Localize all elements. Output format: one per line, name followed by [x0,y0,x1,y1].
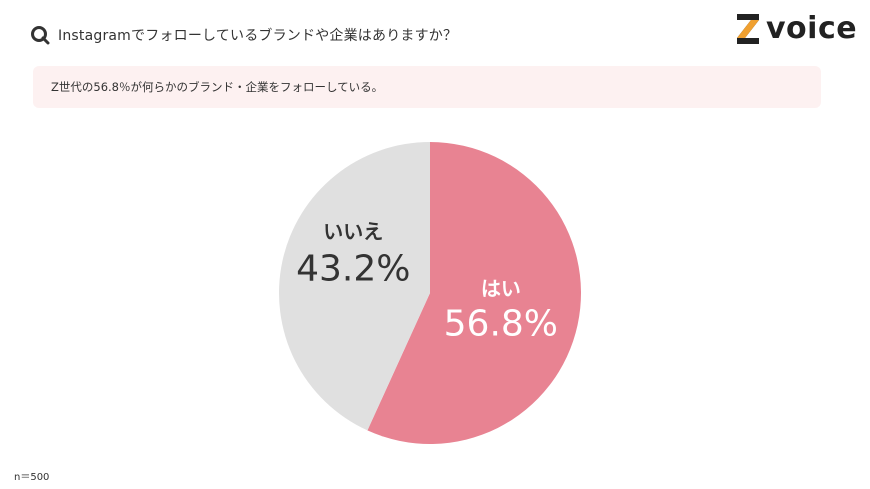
logo-text: voice [766,11,858,46]
sample-size: n＝500 [14,472,50,483]
slice-label-no: いいえ [323,219,383,243]
summary-box: Z世代の56.8％が何らかのブランド・企業をフォローしている。 [33,66,821,108]
question-header: Instagramでフォローしているブランドや企業はありますか？ [30,25,457,45]
question-text: Instagramでフォローしているブランドや企業はありますか？ [58,28,458,44]
slice-value-no: 43.2% [296,248,410,289]
slice-label-yes: はい [481,276,521,300]
slice-value-yes: 56.8% [444,303,558,344]
magnifier-q-icon [31,26,50,45]
pie-slice-yes [367,142,581,445]
brand-logo: voice [735,12,857,46]
summary-text: Z世代の56.8％が何らかのブランド・企業をフォローしている。 [51,80,384,94]
z-logo-mark [737,14,759,44]
pie-slice-no [279,141,430,431]
